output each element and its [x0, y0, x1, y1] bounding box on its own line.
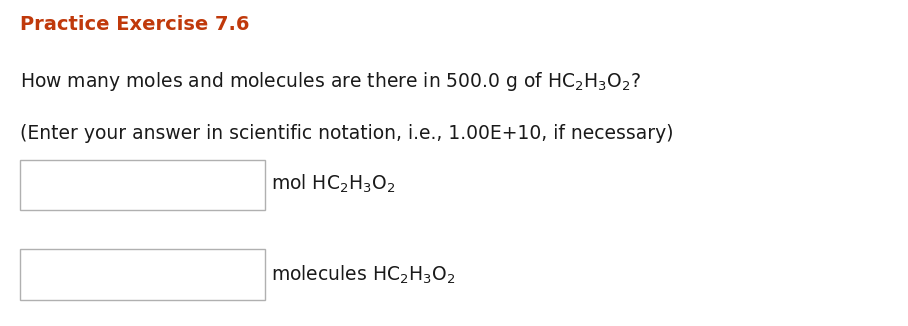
Text: Practice Exercise 7.6: Practice Exercise 7.6 — [20, 15, 250, 34]
Text: mol HC$_2$H$_3$O$_2$: mol HC$_2$H$_3$O$_2$ — [271, 173, 395, 195]
Text: molecules HC$_2$H$_3$O$_2$: molecules HC$_2$H$_3$O$_2$ — [271, 263, 455, 286]
Text: How many moles and molecules are there in 500.0 g of HC$_2$H$_3$O$_2$?: How many moles and molecules are there i… — [20, 70, 641, 93]
Bar — [20, 249, 265, 300]
Bar — [20, 160, 265, 210]
Text: (Enter your answer in scientific notation, i.e., 1.00E+10, if necessary): (Enter your answer in scientific notatio… — [20, 124, 674, 143]
